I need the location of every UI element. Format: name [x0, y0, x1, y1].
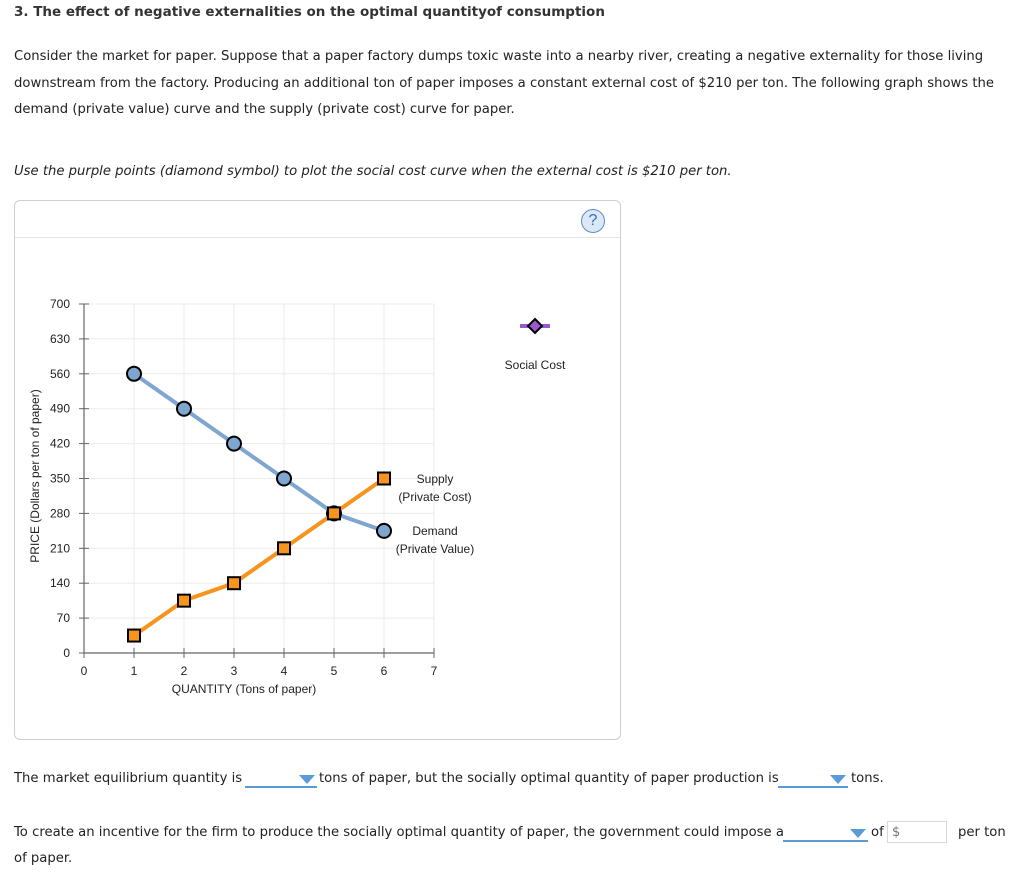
- q1-mid: tons of paper, but the socially optimal …: [319, 771, 779, 786]
- chart-series: [126, 365, 392, 643]
- chart-grid: [84, 303, 435, 653]
- policy-type-dropdown[interactable]: [783, 824, 868, 842]
- equilibrium-quantity-dropdown[interactable]: [245, 770, 317, 788]
- x-tick-label: 5: [331, 664, 338, 678]
- chevron-down-icon: [850, 829, 866, 838]
- x-tick-label: 2: [181, 664, 188, 678]
- x-tick-label: 4: [281, 664, 288, 678]
- q2-of: of: [871, 825, 884, 840]
- supply-point[interactable]: [177, 593, 191, 608]
- demand-label-line2: (Private Value): [396, 542, 474, 556]
- supply-label-line2: (Private Cost): [398, 490, 471, 504]
- question-intro: Consider the market for paper. Suppose t…: [14, 49, 994, 117]
- q2-suffix: per ton: [958, 825, 1006, 840]
- dollar-amount-input[interactable]: [887, 821, 947, 843]
- y-tick-label: 420: [50, 437, 70, 451]
- y-tick-label: 210: [50, 541, 70, 555]
- demand-point[interactable]: [176, 400, 192, 417]
- supply-point[interactable]: [277, 541, 291, 556]
- y-tick-label: 630: [50, 332, 70, 346]
- x-axis-label: QUANTITY (Tons of paper): [172, 682, 317, 696]
- y-tick-label: 560: [50, 367, 70, 381]
- help-icon[interactable]: ?: [581, 209, 605, 233]
- optimal-quantity-dropdown[interactable]: [778, 770, 848, 788]
- q1-prefix: The market equilibrium quantity is: [14, 771, 243, 786]
- supply-point[interactable]: [127, 628, 141, 643]
- demand-curve: [132, 372, 385, 533]
- y-tick-label: 140: [50, 576, 70, 590]
- x-tick-label: 1: [131, 664, 138, 678]
- diamond-icon: [526, 317, 544, 335]
- x-tick-label: 0: [81, 664, 88, 678]
- supply-demand-chart[interactable]: 0 70 140 210 280 350 420 490 560 630 700 0 1 2 3 4 5 6 7 S…: [15, 201, 622, 741]
- q2-prefix: To create an incentive for the firm to p…: [14, 825, 784, 840]
- supply-point[interactable]: [377, 471, 391, 486]
- y-tick-label: 280: [50, 506, 70, 520]
- y-tick-label: 0: [63, 646, 70, 660]
- graph-instruction: Use the purple points (diamond symbol) t…: [14, 164, 732, 179]
- y-tick-label: 350: [50, 472, 70, 486]
- y-tick-label: 490: [50, 402, 70, 416]
- social-cost-label: Social Cost: [505, 358, 566, 372]
- q2-line2: of paper.: [14, 851, 73, 866]
- supply-point[interactable]: [227, 576, 241, 591]
- question-title: 3. The effect of negative externalities …: [14, 4, 605, 20]
- graph-header-divider: [15, 237, 620, 238]
- social-cost-tool[interactable]: [520, 317, 550, 335]
- x-tick-label: 7: [431, 664, 438, 678]
- y-axis-label: PRICE (Dollars per ton of paper): [28, 389, 42, 562]
- chevron-down-icon: [299, 775, 315, 784]
- x-tick-label: 6: [381, 664, 388, 678]
- supply-label-line1: Supply: [417, 472, 454, 486]
- y-tick-label: 70: [57, 611, 71, 625]
- x-tick-label: 3: [231, 664, 238, 678]
- supply-curve: [132, 476, 386, 638]
- y-tick-label: 700: [50, 297, 70, 311]
- demand-point[interactable]: [126, 365, 142, 382]
- demand-label-line1: Demand: [412, 524, 457, 538]
- demand-point[interactable]: [226, 435, 242, 452]
- graph-panel: ? 0 70 140 210 280 350 420 490 560 630 700 0 1 2 3 4 5 6 7…: [14, 200, 621, 740]
- demand-point[interactable]: [276, 470, 292, 487]
- supply-point[interactable]: [327, 506, 341, 521]
- chevron-down-icon: [830, 775, 846, 784]
- q1-suffix: tons.: [851, 771, 884, 786]
- demand-point[interactable]: [376, 522, 392, 539]
- chart-axes: 0 70 140 210 280 350 420 490 560 630 700 0 1 2 3 4 5 6 7: [50, 297, 438, 678]
